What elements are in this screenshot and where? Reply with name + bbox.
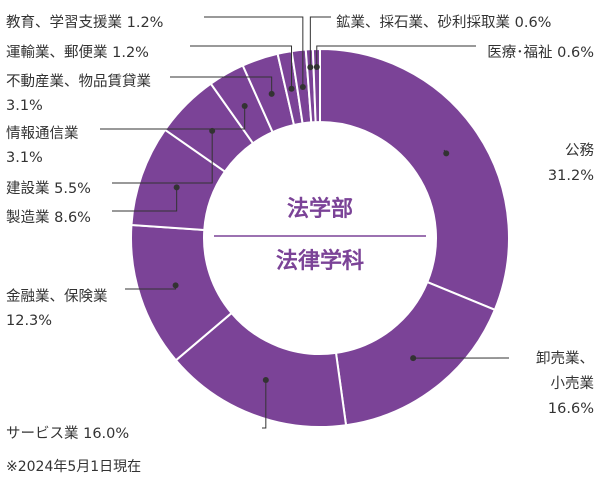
donut-slices [130,47,510,428]
slice-2 [334,280,497,427]
center-label-line2: 法律学科 [276,248,364,274]
slice-label-8-line-1: 不動産業、物品賃貸業 [6,73,151,90]
slice-label-8-line-2: 3.1% [6,98,43,114]
slice-label-7-line-2: 3.1% [6,150,43,166]
leader-line-8 [170,76,273,94]
leader-lines [100,16,510,429]
leader-line-6 [112,130,213,184]
leader-line-4 [125,285,177,290]
slice-label-4-line-2: 12.3% [6,313,52,329]
center-label: 法学部 法律学科 [214,196,426,274]
slice-label-4-line-1: 金融業、保険業 [6,288,108,305]
center-label-line1: 法学部 [287,196,353,222]
slice-label-9-line-1: 運輸業、郵便業 1.2% [6,44,149,61]
slice-1 [319,47,510,312]
leader-line-1 [443,149,447,154]
slice-labels: 公務 31.2% 卸売業、小売業 16.6% サービス業 16.0% 金融業、保険業 12.… [6,13,594,442]
slice-label-1-line-2: 31.2% [548,168,594,184]
slice-label-6-line-1: 建設業 5.5% [6,180,91,197]
leader-line-10 [204,16,304,87]
slice-label-2-line-2: 小売業 [551,375,595,392]
leader-line-12 [316,45,476,68]
leader-line-7 [100,105,246,130]
leader-line-3 [262,380,267,429]
slice-label-1-line-1: 公務 [565,142,594,159]
slice-label-10-line-1: 教育、学習支援業 1.2% [6,14,163,31]
leader-line-5 [112,187,178,212]
slice-label-12-line-1: 医療･福祉 0.6% [487,44,594,61]
slice-label-2-line-1: 卸売業、 [536,350,594,367]
leader-line-9 [190,45,293,89]
slice-label-7-line-1: 情報通信業 [6,125,79,142]
footnote: ※2024年5月1日現在 [6,459,142,475]
leader-line-11 [309,16,331,68]
slice-label-5-line-1: 製造業 8.6% [6,209,91,226]
slice-label-2-line-3: 16.6% [548,401,594,417]
slice-label-3-line-1: サービス業 16.0% [6,425,129,442]
slice-label-11-line-1: 鉱業、採石業、砂利採取業 0.6% [336,13,551,31]
